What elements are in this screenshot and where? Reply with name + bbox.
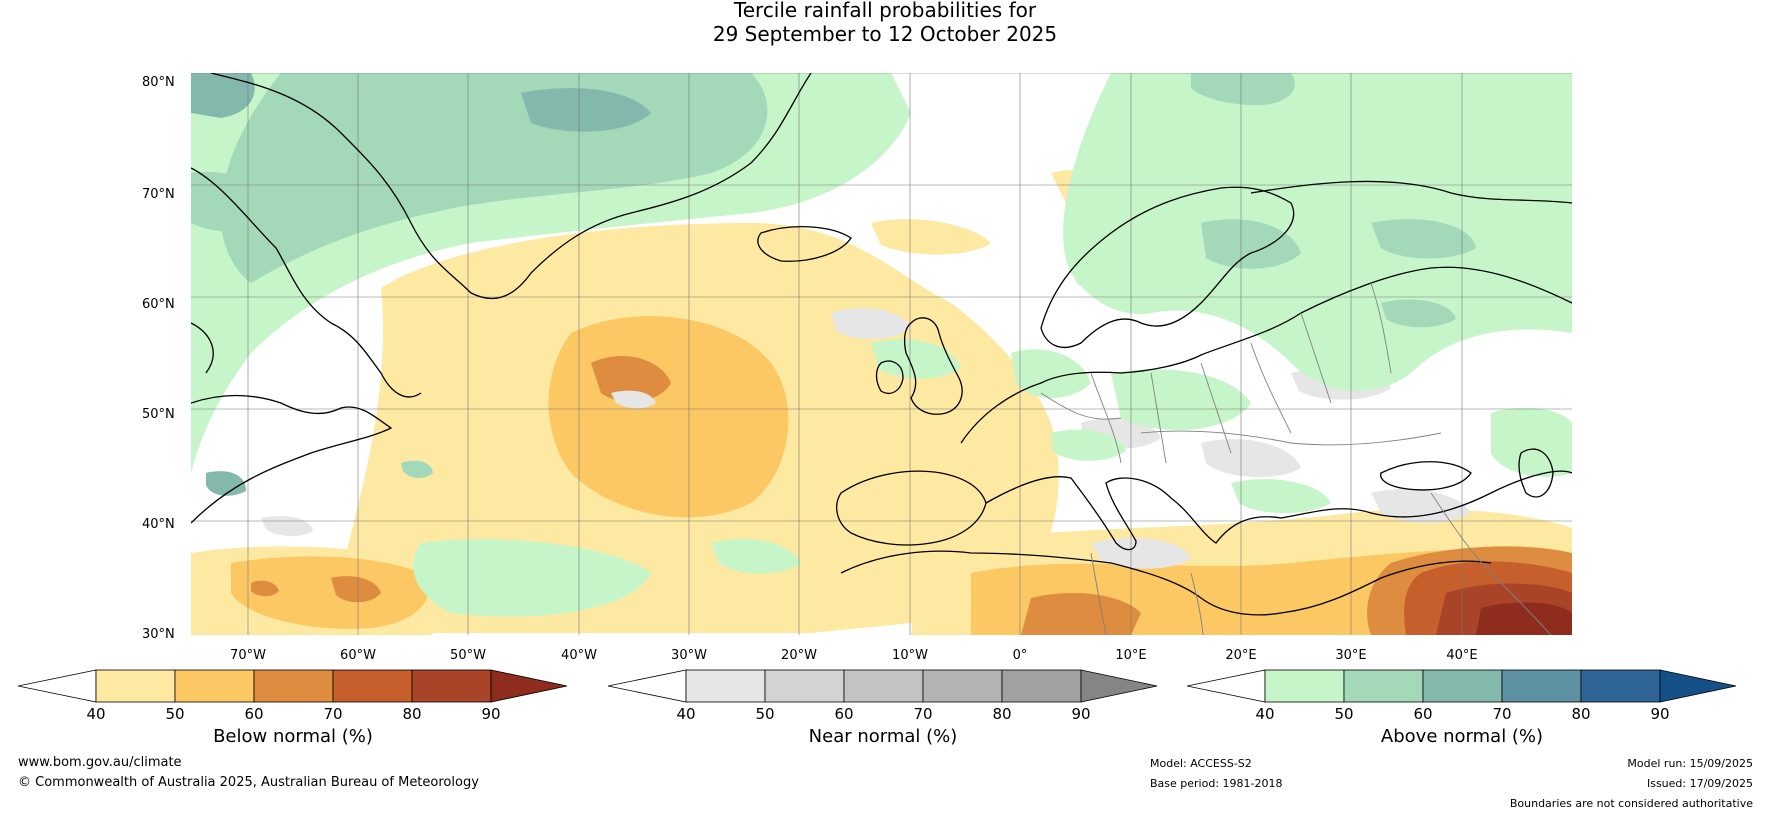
near-swatch-lt40	[607, 669, 687, 703]
colorbar-near-swatches	[607, 669, 1158, 703]
lon-label-40w: 40°W	[561, 648, 597, 663]
colorbar-below-swatches	[17, 669, 568, 703]
below-tick-50: 50	[165, 705, 185, 723]
below-swatch-80-90	[411, 669, 492, 703]
below-swatch-lt40	[17, 669, 97, 703]
country-borders	[1040, 282, 1552, 635]
map-title: Tercile rainfall probabilities for 29 Se…	[0, 0, 1770, 46]
below-tick-40: 40	[86, 705, 106, 723]
near-swatch-60-70	[843, 669, 924, 703]
colorbar-above-label: Above normal (%)	[1380, 726, 1544, 747]
above-normal-region	[191, 73, 1572, 617]
lon-label-30w: 30°W	[671, 648, 707, 663]
graticule	[191, 73, 1572, 635]
below-tick-60: 60	[244, 705, 264, 723]
near-tick-50: 50	[755, 705, 775, 723]
lat-label-50n: 50°N	[142, 407, 175, 422]
lon-label-30e: 30°E	[1335, 648, 1367, 663]
colorbar-above-normal: 40 50 60 70 80 90	[1186, 668, 1737, 723]
above-swatch-60-70	[1422, 669, 1503, 703]
above-swatch-70-80	[1501, 669, 1582, 703]
colorbar-below-normal: 40 50 60 70 80 90	[17, 668, 568, 723]
above-tick-80: 80	[1571, 705, 1591, 723]
colorbar-below-label: Below normal (%)	[213, 726, 373, 747]
above-tick-40: 40	[1255, 705, 1275, 723]
near-swatch-40-50	[685, 669, 766, 703]
lon-label-40e: 40°E	[1446, 648, 1478, 663]
lon-label-60w: 60°W	[340, 648, 376, 663]
colorbar-near-normal: 40 50 60 70 80 90	[607, 668, 1158, 723]
below-swatch-50-60	[174, 669, 255, 703]
near-tick-60: 60	[834, 705, 854, 723]
lon-label-20e: 20°E	[1225, 648, 1257, 663]
near-swatch-70-80	[922, 669, 1003, 703]
lon-label-20w: 20°W	[781, 648, 817, 663]
model-name: Model: ACCESS-S2	[1150, 757, 1252, 770]
below-swatch-60-70	[253, 669, 334, 703]
colorbar-above-swatches	[1186, 669, 1737, 703]
above-swatch-50-60	[1343, 669, 1424, 703]
website-link[interactable]: www.bom.gov.au/climate	[18, 755, 182, 770]
base-period: Base period: 1981-2018	[1150, 777, 1283, 790]
below-tick-80: 80	[402, 705, 422, 723]
coastlines	[191, 73, 1572, 616]
above-swatch-80-90	[1580, 669, 1661, 703]
model-run-date: Model run: 15/09/2025	[1627, 757, 1753, 770]
lat-label-60n: 60°N	[142, 297, 175, 312]
below-swatch-40-50	[95, 669, 176, 703]
near-swatch-50-60	[764, 669, 845, 703]
above-tick-60: 60	[1413, 705, 1433, 723]
above-tick-70: 70	[1492, 705, 1512, 723]
near-tick-90: 90	[1071, 705, 1091, 723]
lat-label-30n: 30°N	[142, 627, 175, 642]
title-line-2: 29 September to 12 October 2025	[712, 22, 1058, 46]
above-tick-90: 90	[1650, 705, 1670, 723]
issued-date: Issued: 17/09/2025	[1646, 777, 1753, 790]
below-swatch-70-80	[332, 669, 413, 703]
below-tick-70: 70	[323, 705, 343, 723]
near-swatch-gt90	[1080, 669, 1158, 703]
lon-label-50w: 50°W	[450, 648, 486, 663]
above-swatch-gt90	[1659, 669, 1737, 703]
near-tick-70: 70	[913, 705, 933, 723]
boundaries-disclaimer: Boundaries are not considered authoritat…	[1509, 797, 1753, 810]
lat-label-80n: 80°N	[142, 75, 175, 90]
lat-label-70n: 70°N	[142, 187, 175, 202]
above-swatch-lt40	[1186, 669, 1266, 703]
lat-label-40n: 40°N	[142, 517, 175, 532]
near-swatch-80-90	[1001, 669, 1082, 703]
lon-label-10w: 10°W	[892, 648, 928, 663]
title-line-1: Tercile rainfall probabilities for	[733, 0, 1037, 22]
lon-label-70w: 70°W	[230, 648, 266, 663]
below-swatch-gt90	[490, 669, 568, 703]
near-tick-40: 40	[676, 705, 696, 723]
above-swatch-40-50	[1264, 669, 1345, 703]
near-tick-80: 80	[992, 705, 1012, 723]
lon-label-10e: 10°E	[1115, 648, 1147, 663]
rainfall-probability-map	[191, 73, 1572, 635]
lon-label-0: 0°	[1012, 648, 1028, 663]
below-tick-90: 90	[481, 705, 501, 723]
copyright-text: © Commonwealth of Australia 2025, Austra…	[18, 775, 479, 790]
above-tick-50: 50	[1334, 705, 1354, 723]
colorbar-near-label: Near normal (%)	[808, 726, 958, 747]
map-canvas	[191, 73, 1572, 635]
